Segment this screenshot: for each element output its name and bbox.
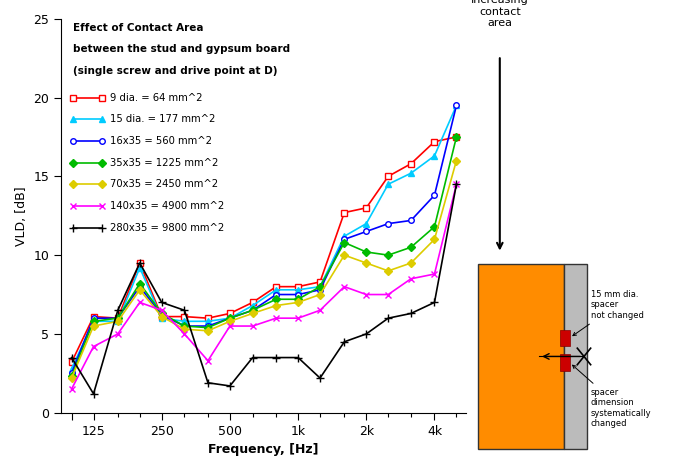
Text: 70x35 = 2450 mm^2: 70x35 = 2450 mm^2	[109, 179, 218, 189]
Y-axis label: VLD, [dB]: VLD, [dB]	[15, 186, 28, 246]
Text: between the stud and gypsum board: between the stud and gypsum board	[73, 45, 290, 54]
Text: 35x35 = 1225 mm^2: 35x35 = 1225 mm^2	[109, 158, 218, 167]
X-axis label: Frequency, [Hz]: Frequency, [Hz]	[208, 443, 319, 456]
Bar	[478, 264, 564, 449]
Text: 16x35 = 560 mm^2: 16x35 = 560 mm^2	[109, 136, 211, 146]
Text: 140x35 = 4900 mm^2: 140x35 = 4900 mm^2	[109, 201, 224, 211]
Text: Effect of Contact Area: Effect of Contact Area	[73, 23, 204, 33]
Text: 15 mm dia.
spacer
not changed: 15 mm dia. spacer not changed	[573, 290, 643, 336]
Text: 15 dia. = 177 mm^2: 15 dia. = 177 mm^2	[109, 114, 215, 124]
Text: 9 dia. = 64 mm^2: 9 dia. = 64 mm^2	[109, 92, 202, 103]
Text: spacer
dimension
systematically
changed: spacer dimension systematically changed	[573, 365, 651, 428]
Text: Increasing
contact
area: Increasing contact area	[471, 0, 528, 28]
Text: (single screw and drive point at D): (single screw and drive point at D)	[73, 66, 278, 76]
Bar	[560, 330, 570, 346]
Text: 280x35 = 9800 mm^2: 280x35 = 9800 mm^2	[109, 223, 224, 233]
Bar	[564, 264, 587, 449]
Bar	[560, 355, 570, 371]
